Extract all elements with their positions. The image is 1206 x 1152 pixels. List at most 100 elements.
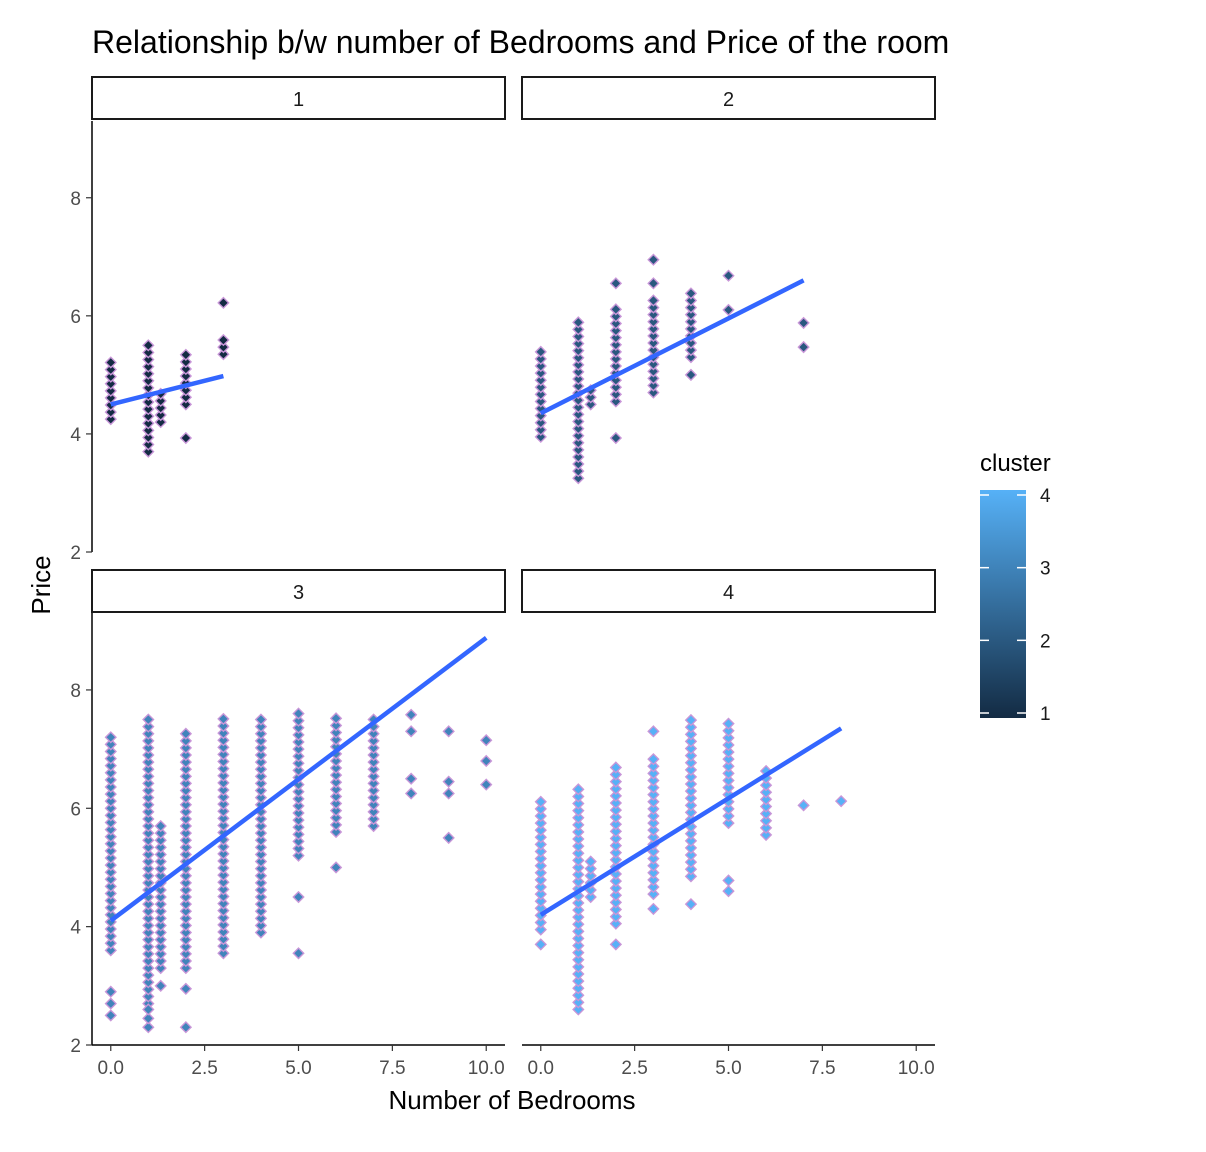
data-point (367, 819, 380, 833)
data-point (217, 840, 230, 853)
data-point (647, 329, 660, 343)
data-point (254, 926, 268, 939)
data-point (329, 712, 343, 725)
data-point (142, 812, 155, 826)
data-point (367, 734, 380, 748)
fit-line (539, 726, 843, 917)
data-point (104, 766, 117, 779)
data-point (292, 792, 305, 806)
data-point (154, 926, 167, 939)
data-point (179, 933, 193, 946)
data-point (154, 826, 167, 840)
data-point (104, 773, 117, 787)
data-point (217, 861, 230, 875)
data-point (154, 954, 167, 968)
data-point (104, 823, 117, 836)
data-point (142, 367, 155, 380)
data-point (179, 741, 193, 755)
data-point (572, 401, 585, 414)
data-point (647, 372, 660, 385)
data-point (684, 834, 698, 848)
data-point (254, 812, 268, 826)
data-point (442, 787, 455, 800)
data-point (142, 438, 155, 451)
data-point (154, 415, 167, 429)
data-point (684, 315, 698, 328)
data-point (217, 769, 230, 782)
data-point (647, 887, 660, 901)
data-point (684, 770, 698, 784)
data-point (684, 784, 698, 798)
data-point (142, 353, 155, 366)
data-point (684, 855, 698, 869)
data-point (179, 876, 193, 890)
data-point (609, 839, 623, 852)
data-point (609, 825, 623, 838)
data-point (292, 757, 305, 770)
data-point (104, 759, 117, 772)
data-point (534, 831, 547, 844)
data-point (254, 741, 268, 755)
data-point (572, 783, 585, 796)
data-point (142, 402, 155, 416)
data-point (217, 854, 230, 868)
data-point (572, 854, 585, 867)
data-point (142, 1003, 155, 1016)
data-point (609, 381, 623, 394)
data-point (104, 880, 117, 893)
data-point (217, 333, 230, 347)
data-point (534, 838, 547, 851)
data-point (292, 714, 305, 727)
y-tick-label: 4 (70, 425, 81, 446)
data-point (572, 818, 585, 832)
data-point (254, 890, 268, 904)
data-point (154, 890, 167, 904)
data-point (534, 938, 547, 951)
data-point (759, 800, 773, 813)
data-point (179, 805, 193, 819)
data-point (759, 828, 773, 842)
data-point (572, 974, 585, 988)
data-point (217, 805, 230, 818)
data-point (217, 876, 230, 889)
data-point (480, 754, 493, 768)
data-point (329, 733, 343, 746)
data-point (647, 386, 660, 399)
data-point (104, 370, 117, 383)
data-point (609, 352, 623, 366)
data-point (179, 982, 193, 995)
data-point (154, 912, 167, 925)
data-point (179, 905, 193, 918)
data-point (254, 834, 268, 847)
data-point (329, 818, 343, 832)
data-point (647, 795, 660, 808)
data-point (647, 322, 660, 336)
data-point (179, 755, 193, 769)
data-point (142, 834, 155, 847)
data-point (572, 443, 585, 457)
facet-strip-label: 3 (293, 582, 304, 604)
data-point (179, 355, 193, 369)
data-point (179, 897, 193, 911)
data-point (684, 350, 698, 364)
data-point (154, 408, 167, 422)
data-point (647, 379, 660, 392)
data-point (179, 947, 193, 961)
data-point (142, 961, 155, 975)
data-point (104, 937, 117, 950)
data-point (609, 338, 623, 351)
data-point (254, 919, 268, 932)
data-point (534, 423, 547, 436)
data-point (534, 359, 547, 373)
data-point (609, 903, 623, 916)
data-point (217, 790, 230, 804)
data-point (104, 844, 117, 858)
data-point (179, 763, 193, 776)
data-point (104, 997, 117, 1010)
data-point (329, 861, 343, 874)
data-point (647, 852, 660, 865)
data-point (722, 781, 735, 794)
data-point (217, 712, 230, 726)
data-point (292, 799, 305, 813)
x-tick-label: 0.0 (98, 1058, 124, 1079)
